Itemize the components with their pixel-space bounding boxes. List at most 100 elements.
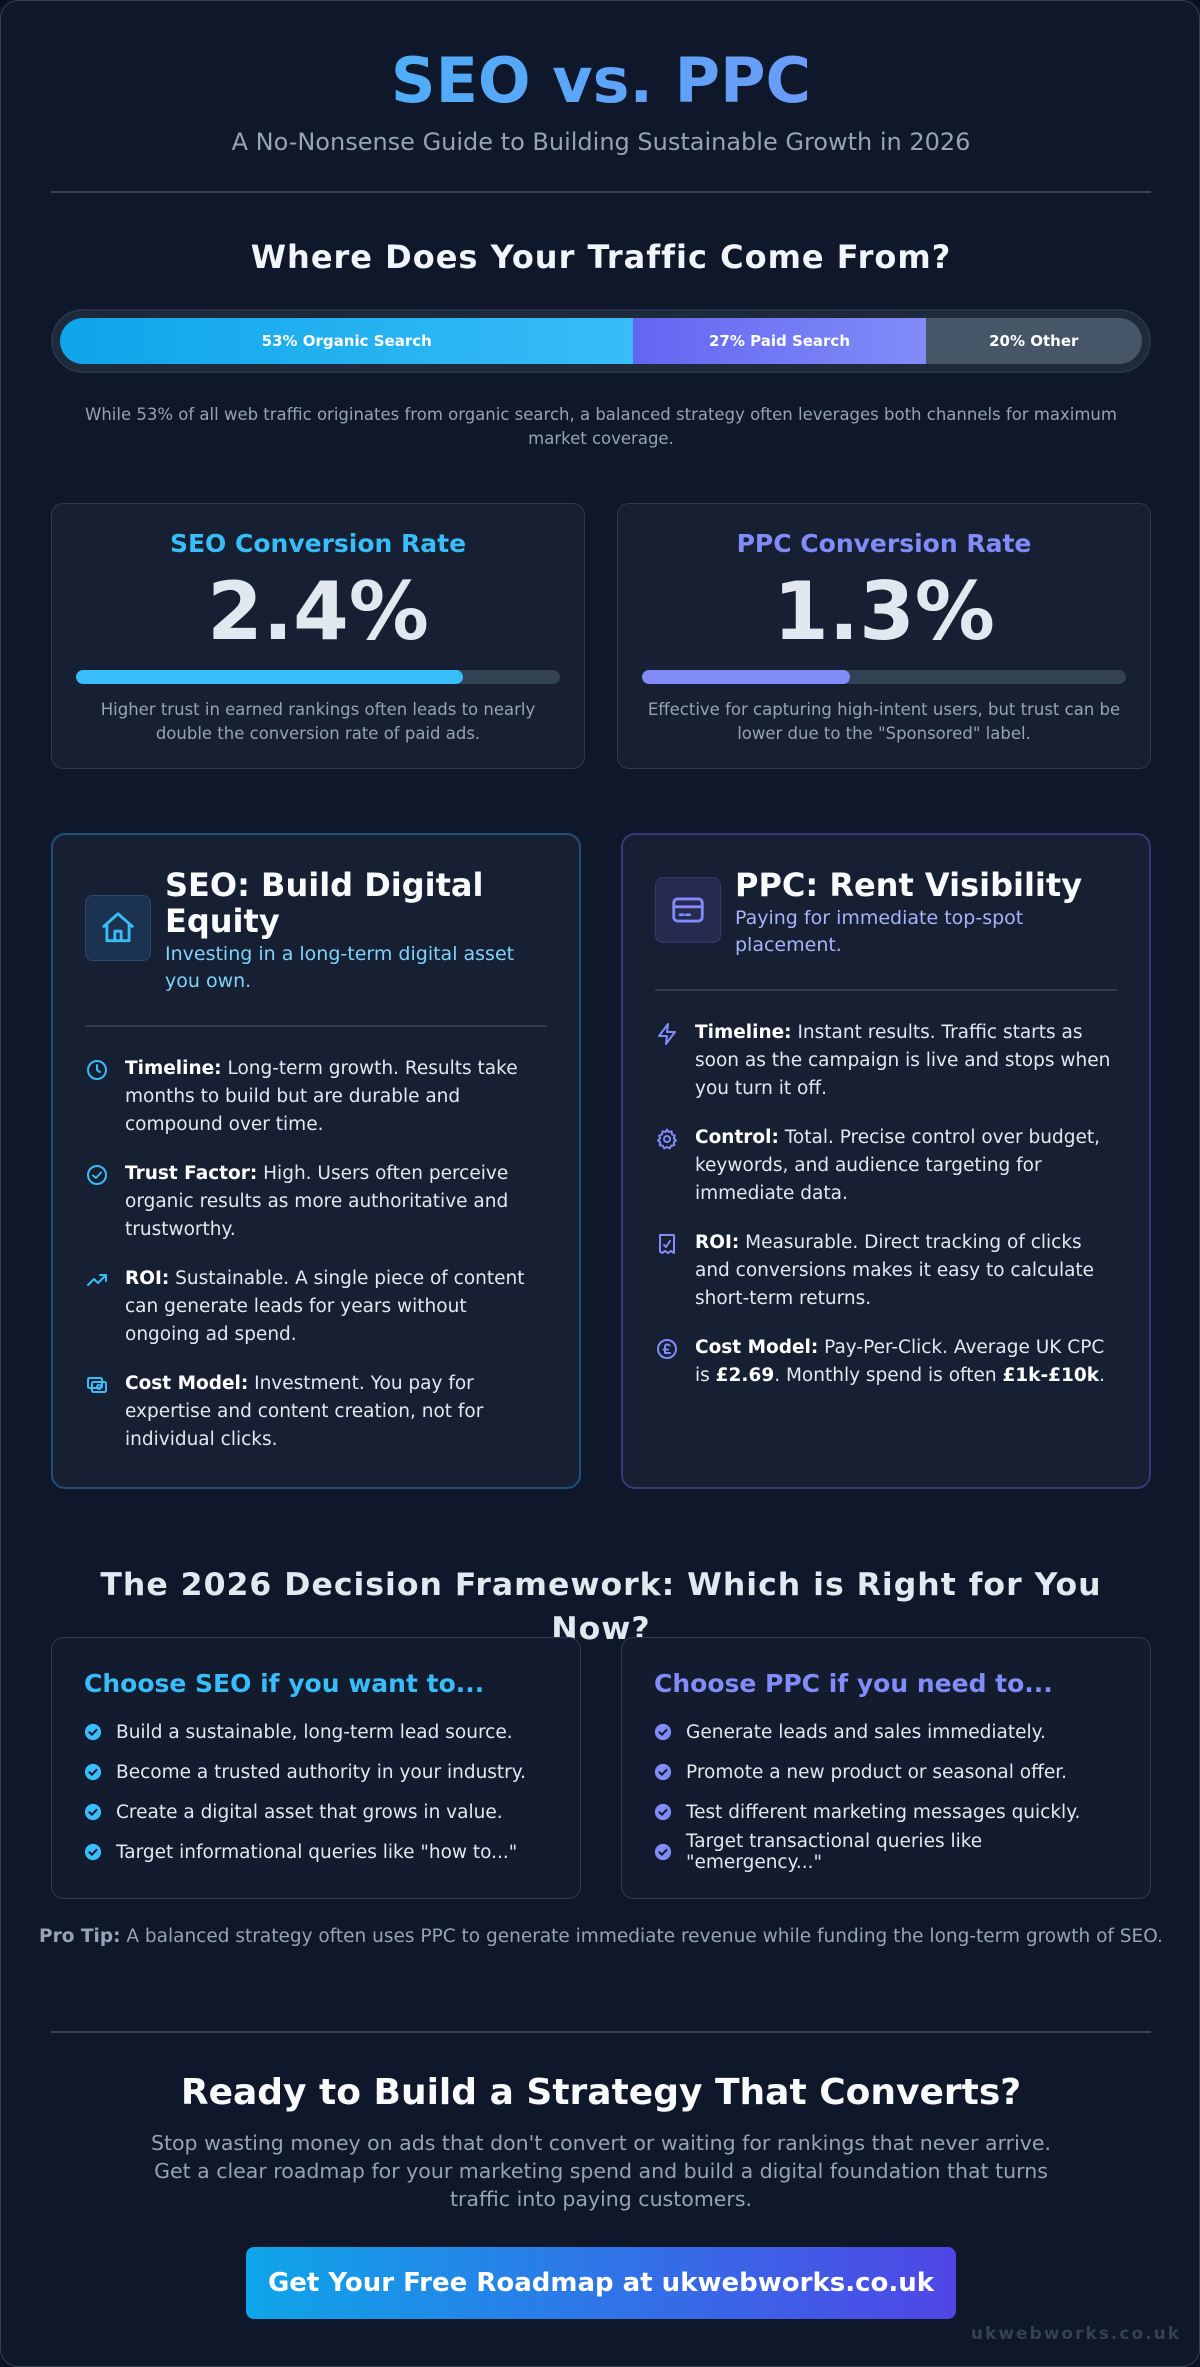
choose-ppc-item-text: Target transactional queries like "emerg… (686, 1831, 983, 1873)
pro-tip-text: A balanced strategy often uses PPC to ge… (120, 1926, 1163, 1947)
choose-ppc-item: Target transactional queries like "emerg… (654, 1831, 1118, 1873)
choose-ppc-item: Test different marketing messages quickl… (654, 1792, 1118, 1832)
ppc-item-text: Instant results. Traffic starts as soon … (695, 1022, 1111, 1099)
traffic-distribution-bar: 53% Organic Search 27% Paid Search 20% O… (51, 309, 1151, 373)
seo-conversion-label: SEO Conversion Rate (169, 529, 467, 558)
lightning-icon (658, 1023, 676, 1045)
seo-strategy-card: SEO: Build Digital Equity Investing in a… (51, 833, 581, 1489)
ppc-conversion-card: PPC Conversion Rate 1.3% Effective for c… (617, 503, 1151, 769)
ppc-item-text: Pay-Per-Click. Average UK CPC is (695, 1337, 1105, 1386)
ppc-card-subtitle: Paying for immediate top-spot placement. (735, 907, 1024, 956)
seo-item-label: Trust Factor: (125, 1163, 258, 1184)
seo-item-trust: Trust Factor: High. Users often perceive… (85, 1160, 547, 1244)
choose-seo-item-text: Become a trusted authority in your indus… (116, 1761, 526, 1783)
seo-item-text: High. Users often perceive organic resul… (125, 1163, 509, 1240)
choose-seo-list: Build a sustainable, long-term lead sour… (84, 1712, 548, 1872)
traffic-bar-inner: 53% Organic Search 27% Paid Search 20% O… (60, 318, 1142, 364)
ppc-conversion-value: 1.3% (773, 565, 995, 658)
ppc-conversion-description: Effective for capturing high-intent user… (647, 700, 1121, 743)
seo-conversion-bar (76, 670, 560, 684)
choose-ppc-card: Choose PPC if you need to... Generate le… (621, 1637, 1151, 1899)
check-circle-icon (84, 1723, 102, 1741)
ppc-item-label: ROI: (695, 1232, 740, 1253)
ppc-conversion-label: PPC Conversion Rate (736, 529, 1032, 558)
choose-ppc-title: Choose PPC if you need to... (654, 1669, 1053, 1698)
gear-icon (657, 1128, 677, 1150)
check-circle-icon (654, 1843, 672, 1861)
ppc-card-divider (655, 989, 1117, 991)
choose-seo-item-text: Create a digital asset that grows in val… (116, 1801, 503, 1823)
ppc-item-cost: Cost Model: Pay-Per-Click. Average UK CP… (655, 1334, 1117, 1390)
choose-ppc-item: Promote a new product or seasonal offer. (654, 1752, 1118, 1792)
choose-seo-item: Become a trusted authority in your indus… (84, 1752, 548, 1792)
watermark: ukwebworks.co.uk (970, 2324, 1181, 2344)
ppc-monthly-spend: £1k-£10k (1002, 1365, 1100, 1386)
seo-item-timeline: Timeline: Long-term growth. Results take… (85, 1055, 547, 1139)
free-roadmap-button[interactable]: Get Your Free Roadmap at ukwebworks.co.u… (246, 2247, 956, 2319)
receipt-icon (659, 1234, 675, 1254)
seo-card-subtitle: Investing in a long-term digital asset y… (165, 943, 515, 992)
check-circle-icon (654, 1723, 672, 1741)
choose-seo-item-text: Build a sustainable, long-term lead sour… (116, 1721, 513, 1743)
ppc-item-text: . Monthly spend is often (774, 1365, 1003, 1386)
check-circle-icon (84, 1763, 102, 1781)
investment-icon (87, 1377, 107, 1393)
seo-conversion-card: SEO Conversion Rate 2.4% Higher trust in… (51, 503, 585, 769)
ppc-strategy-card: PPC: Rent Visibility Paying for immediat… (621, 833, 1151, 1489)
check-circle-icon (654, 1803, 672, 1821)
choose-ppc-item-text: Generate leads and sales immediately. (686, 1721, 1046, 1743)
choose-seo-item: Create a digital asset that grows in val… (84, 1792, 548, 1832)
coin-icon (657, 1339, 677, 1359)
seo-item-label: ROI: (125, 1268, 170, 1289)
ppc-average-cpc: £2.69 (715, 1365, 775, 1386)
trending-up-icon (87, 1274, 107, 1286)
check-circle-icon (84, 1843, 102, 1861)
choose-ppc-item-text: Promote a new product or seasonal offer. (686, 1761, 1068, 1783)
ppc-conversion-bar (642, 670, 1126, 684)
traffic-segment-other: 20% Other (925, 318, 1142, 364)
choose-ppc-item-text: Test different marketing messages quickl… (686, 1801, 1081, 1823)
ppc-item-text: Measurable. Direct tracking of clicks an… (695, 1232, 1095, 1309)
check-circle-icon (84, 1803, 102, 1821)
ppc-item-label: Cost Model: (695, 1337, 819, 1358)
seo-card-divider (85, 1025, 547, 1027)
traffic-segment-organic: 53% Organic Search (60, 318, 634, 364)
ppc-item-text: Total. Precise control over budget, keyw… (695, 1127, 1100, 1204)
cta-divider (51, 2031, 1151, 2033)
traffic-heading: Where Does Your Traffic Come From? (250, 238, 952, 276)
choose-ppc-list: Generate leads and sales immediately. Pro… (654, 1712, 1118, 1873)
ppc-item-text: . (1099, 1365, 1105, 1386)
seo-item-text: Long-term growth. Results take months to… (125, 1058, 518, 1135)
page-title: SEO vs. PPC (51, 43, 1151, 119)
seo-item-label: Cost Model: (125, 1373, 249, 1394)
ppc-item-roi: ROI: Measurable. Direct tracking of clic… (655, 1229, 1117, 1313)
choose-seo-card: Choose SEO if you want to... Build a sus… (51, 1637, 581, 1899)
check-badge-icon (87, 1165, 107, 1185)
traffic-note: While 53% of all web traffic originates … (85, 405, 1117, 448)
seo-item-label: Timeline: (125, 1058, 222, 1079)
header-divider (51, 191, 1151, 193)
pro-tip: Pro Tip: A balanced strategy often uses … (31, 1923, 1171, 1951)
traffic-segment-paid: 27% Paid Search (633, 318, 926, 364)
clock-icon (87, 1060, 107, 1080)
choose-seo-item: Build a sustainable, long-term lead sour… (84, 1712, 548, 1752)
seo-item-text: Sustainable. A single piece of content c… (125, 1268, 525, 1345)
seo-conversion-bar-fill (76, 670, 464, 684)
page-subtitle: A No-Nonsense Guide to Building Sustaina… (231, 128, 971, 156)
ppc-item-label: Control: (695, 1127, 779, 1148)
choose-ppc-item: Generate leads and sales immediately. (654, 1712, 1118, 1752)
seo-conversion-description: Higher trust in earned rankings often le… (100, 700, 536, 743)
choose-seo-item: Target informational queries like "how t… (84, 1832, 548, 1872)
choose-seo-title: Choose SEO if you want to... (84, 1669, 485, 1698)
check-circle-icon (654, 1763, 672, 1781)
seo-conversion-value: 2.4% (207, 565, 429, 658)
credit-card-icon (655, 877, 721, 943)
pro-tip-label: Pro Tip: (39, 1926, 121, 1947)
ppc-item-control: Control: Total. Precise control over bud… (655, 1124, 1117, 1208)
cta-heading: Ready to Build a Strategy That Converts? (180, 2072, 1022, 2113)
seo-item-roi: ROI: Sustainable. A single piece of cont… (85, 1265, 547, 1349)
ppc-conversion-bar-fill (642, 670, 851, 684)
seo-item-cost: Cost Model: Investment. You pay for expe… (85, 1370, 547, 1454)
seo-card-title: SEO: Build Digital Equity (165, 866, 484, 940)
